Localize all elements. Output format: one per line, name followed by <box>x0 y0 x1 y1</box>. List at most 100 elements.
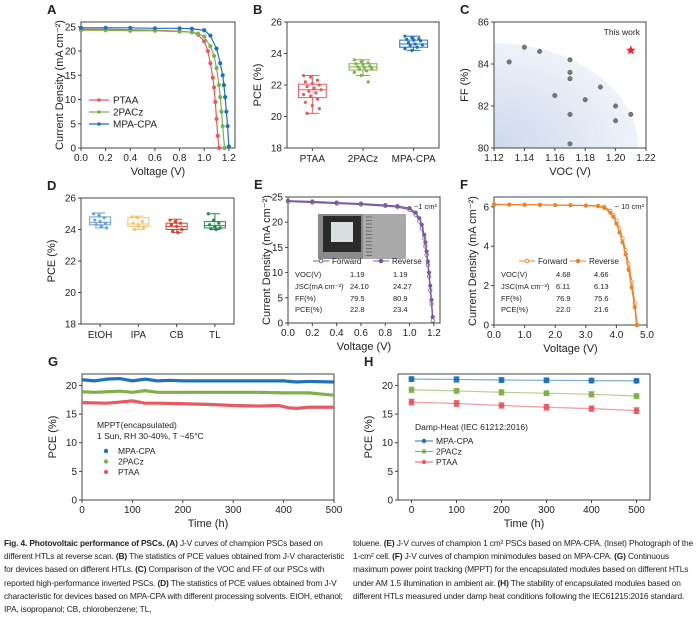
inset-photo <box>318 214 406 259</box>
data-point <box>189 26 194 31</box>
legend-marker <box>97 110 101 114</box>
data-point <box>356 65 360 69</box>
x-tick-label: 0.6 <box>354 328 368 339</box>
data-point <box>410 36 414 40</box>
legend-marker <box>378 258 384 264</box>
data-point <box>567 57 573 63</box>
area-annotation: ~ 10 cm² <box>615 202 645 211</box>
x-tick-label: 4.0 <box>609 330 623 341</box>
data-point <box>98 220 102 224</box>
data-point <box>315 97 320 101</box>
data-point <box>202 28 207 33</box>
data-point <box>213 99 218 105</box>
x-tick-label: 300 <box>225 505 242 516</box>
box-MPA-CPA <box>399 34 429 52</box>
data-point <box>403 34 407 38</box>
legend-marker <box>318 258 324 264</box>
caption-left-column: Fig. 4. Photovoltaic performance of PSCs… <box>4 537 346 616</box>
data-point <box>202 34 207 39</box>
y-tick-label: 20 <box>272 218 284 229</box>
data-point <box>623 252 628 257</box>
caption-panel-ref: (D) <box>155 577 169 588</box>
data-point <box>453 376 460 383</box>
data-point <box>131 221 135 225</box>
data-point <box>366 80 370 84</box>
table-cell-reverse: 80.9 <box>393 294 408 303</box>
data-point <box>302 92 306 97</box>
data-point <box>634 322 639 328</box>
data-point <box>588 405 595 412</box>
legend-marker <box>575 258 581 264</box>
data-point <box>410 48 414 52</box>
y-axis-label: PCE (%) <box>252 64 264 107</box>
x-tick-label: 200 <box>493 505 510 516</box>
legend-label: MPA-CPA <box>113 120 157 131</box>
data-point <box>93 218 97 222</box>
table-cell-forward: 22.8 <box>350 305 365 314</box>
x-tick-label: 2PACz <box>348 154 378 165</box>
x-tick-label: 0.6 <box>148 153 162 164</box>
data-point <box>302 73 306 78</box>
series-Reverse <box>491 202 639 328</box>
data-point <box>359 73 363 78</box>
data-point <box>543 390 550 397</box>
x-tick-label: 0.2 <box>99 153 113 164</box>
data-point <box>208 223 212 227</box>
caption-panel-ref: (F) <box>389 551 403 562</box>
y-tick-label: 18 <box>65 320 77 331</box>
box-TL <box>203 212 226 232</box>
data-point <box>216 145 222 151</box>
data-point <box>132 227 137 232</box>
data-point <box>370 66 374 71</box>
x-tick-label: EtOH <box>88 330 112 341</box>
legend-marker <box>421 459 427 465</box>
data-point <box>568 203 573 208</box>
y-axis-label: FF (%) <box>459 68 471 102</box>
legend-marker <box>103 448 109 454</box>
x-axis-label: Voltage (V) <box>337 341 391 353</box>
plot-frame <box>287 196 441 324</box>
data-point <box>403 47 407 51</box>
panel-B: B 18 20 22 24 26 PTAA 2PACz MPA-CPA PCE (%) <box>252 2 440 165</box>
y-tick-label: 10 <box>272 268 284 279</box>
data-point <box>614 221 619 226</box>
y-tick-label: 10 <box>65 95 77 106</box>
table-cell-reverse: 21.6 <box>594 305 609 314</box>
caption-text: J-V curves of champion 1 cm² PSCs based … <box>353 538 693 562</box>
data-point <box>553 202 558 208</box>
table-cell-reverse: 1.19 <box>393 270 408 279</box>
data-point <box>285 198 291 203</box>
table-row-label: PCE(%) <box>501 305 529 314</box>
plot-frame <box>397 373 651 501</box>
y-tick-label: 5 <box>70 119 76 130</box>
data-point <box>415 45 419 49</box>
caption-panel-ref: (A) <box>164 538 178 548</box>
data-point <box>537 202 543 207</box>
data-point <box>413 210 418 215</box>
data-point <box>140 220 144 224</box>
panel-C: C 80 82 84 86 1.12 1.14 1.16 1.18 1.20 1.22 VOC (V)… <box>459 2 656 178</box>
x-tick-label: 1.18 <box>575 153 595 164</box>
panel-letter: C <box>460 2 470 17</box>
data-point <box>352 70 356 74</box>
data-point <box>611 214 616 219</box>
data-point <box>213 224 217 228</box>
data-point <box>602 205 607 210</box>
data-point <box>78 25 84 30</box>
y-axis-label: Current Density (mA cm⁻²) <box>261 195 273 325</box>
data-point <box>498 377 505 384</box>
data-point <box>430 318 435 323</box>
data-point <box>395 203 400 209</box>
data-point <box>419 222 424 227</box>
y-tick-label: 26 <box>271 18 283 29</box>
y-tick-label: 0 <box>387 496 393 507</box>
plot-frame <box>80 21 236 149</box>
data-point <box>152 26 158 31</box>
series-line <box>81 388 335 397</box>
x-tick-label: 0.8 <box>173 153 187 164</box>
x-tick-label: 300 <box>538 505 555 516</box>
y-tick-label: 0 <box>483 321 489 332</box>
legend-label: PTAA <box>113 96 139 107</box>
y-axis-label: PCE (%) <box>47 416 59 459</box>
